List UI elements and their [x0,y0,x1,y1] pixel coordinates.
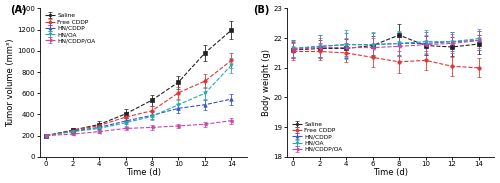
X-axis label: Time (d): Time (d) [126,168,161,178]
Y-axis label: Body weight (g): Body weight (g) [262,49,270,116]
X-axis label: Time (d): Time (d) [373,168,408,178]
Legend: Saline, Free CDDP, HN/CDDP, HN/OA, HN/CDDP/OA: Saline, Free CDDP, HN/CDDP, HN/OA, HN/CD… [44,13,96,44]
Text: (A): (A) [10,5,27,15]
Text: (B): (B) [254,5,270,15]
Legend: Saline, Free CDDP, HN/CDDP, HN/OA, HN/CDDP/OA: Saline, Free CDDP, HN/CDDP, HN/OA, HN/CD… [292,121,344,152]
Y-axis label: Tumor volume (mm³): Tumor volume (mm³) [6,38,15,127]
